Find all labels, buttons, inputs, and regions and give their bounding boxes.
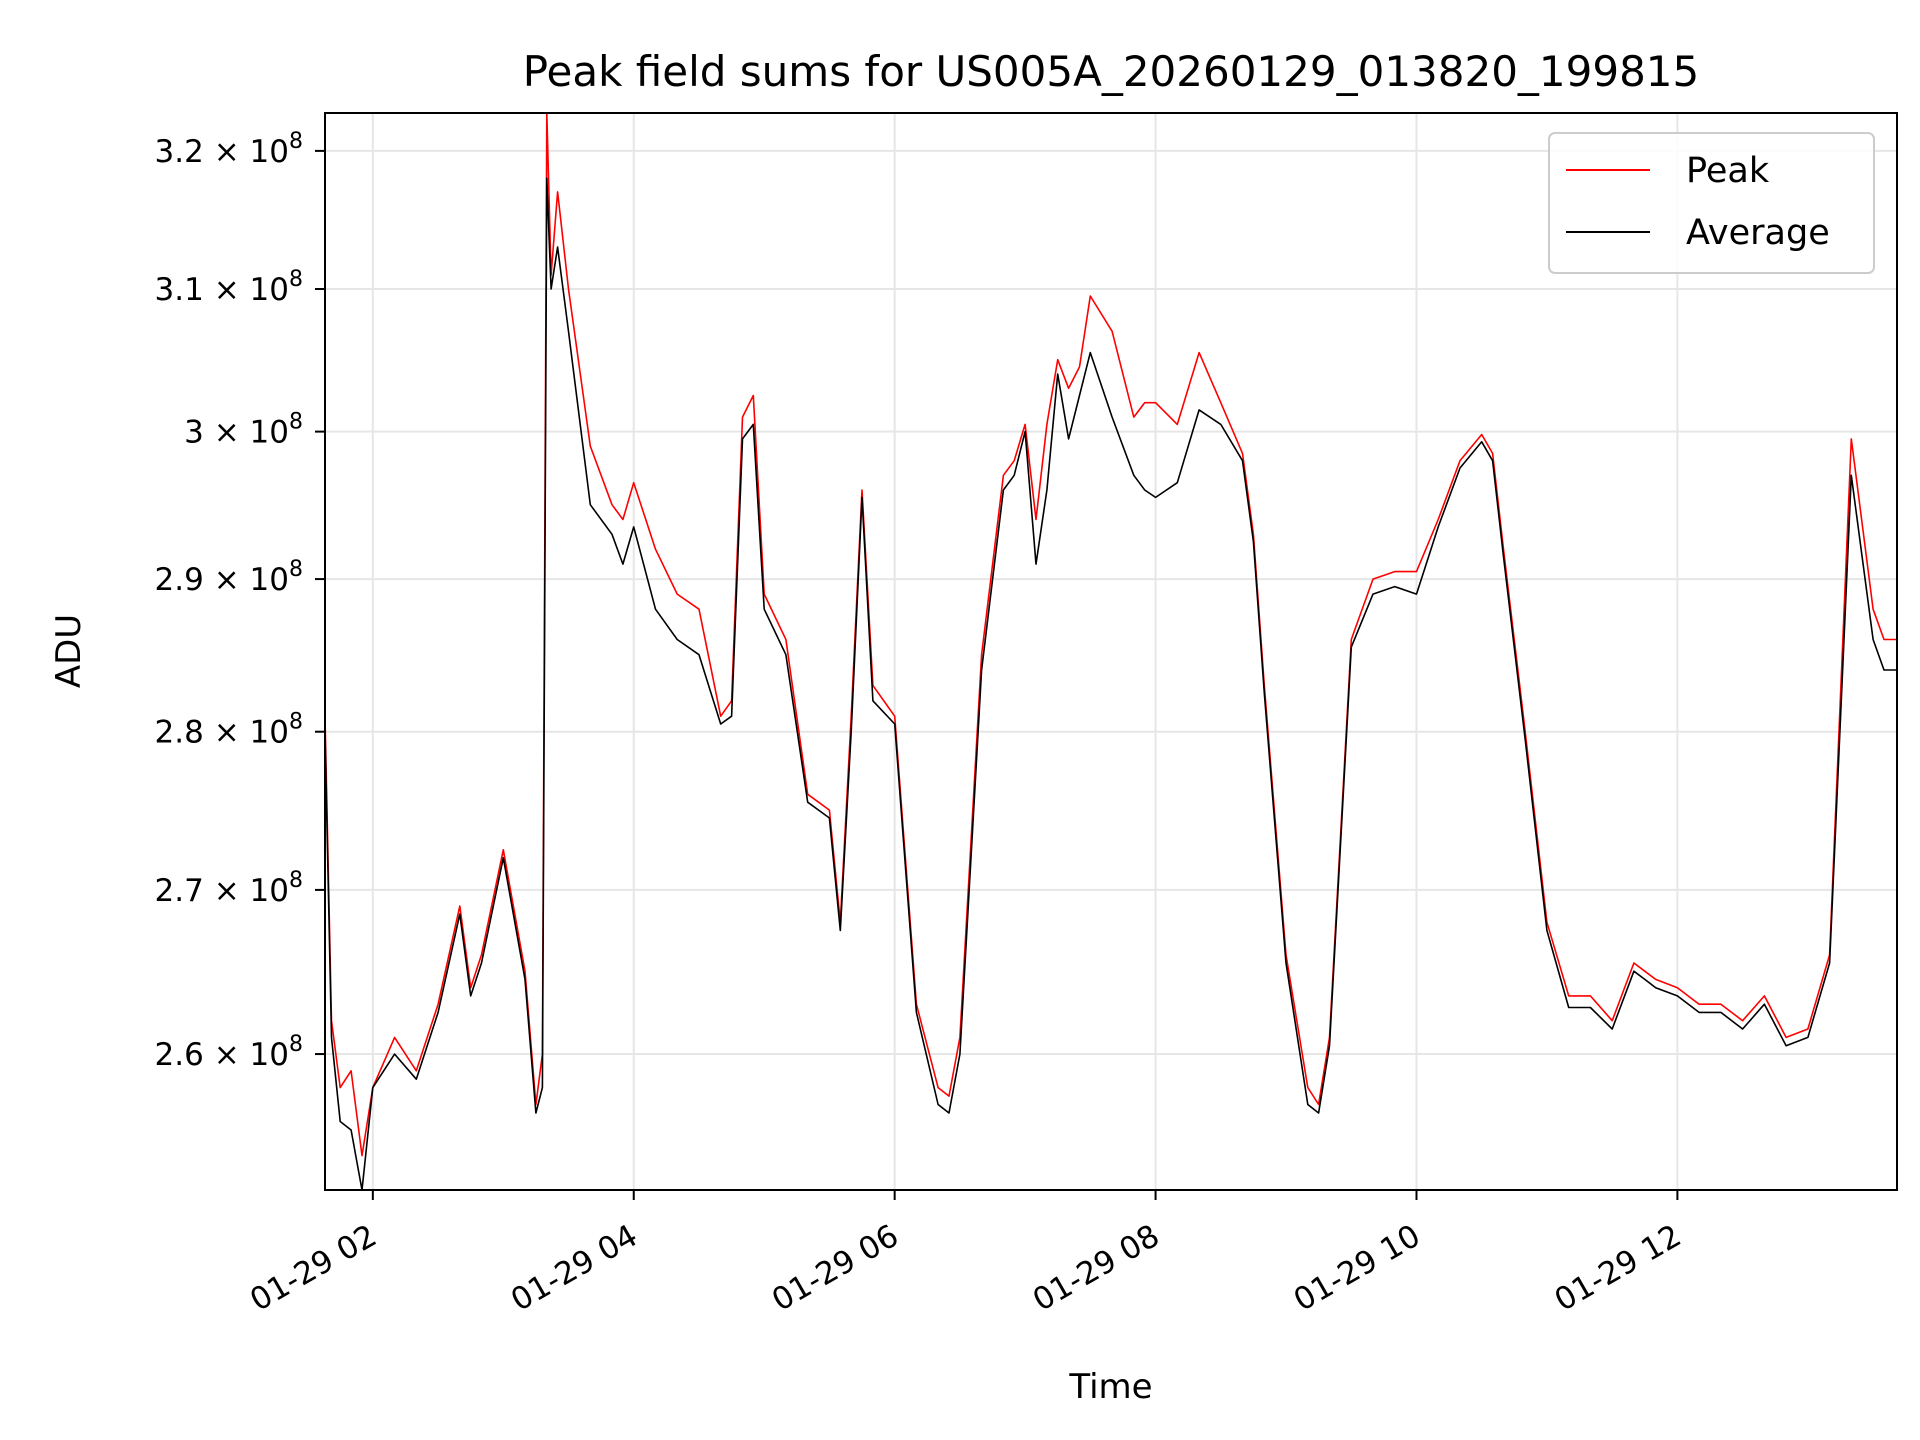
y-tick-times: × xyxy=(204,272,250,308)
y-tick-times: × xyxy=(204,873,250,909)
y-tick-mantissa: 3 xyxy=(184,415,204,451)
y-tick-mantissa: 2.7 xyxy=(155,873,204,909)
y-tick-label: 2.6 × 108 xyxy=(155,1032,303,1073)
series-line-peak xyxy=(324,112,1897,1157)
y-tick-label: 2.8 × 108 xyxy=(155,710,303,751)
y-tick-base: 10 xyxy=(250,134,289,170)
plot-series xyxy=(324,112,1897,1191)
y-tick-exponent: 8 xyxy=(289,1032,303,1057)
y-tick-exponent: 8 xyxy=(289,129,303,154)
legend: Peak Average xyxy=(1548,132,1875,274)
y-tick-base: 10 xyxy=(250,715,289,751)
y-tick-mantissa: 3.1 xyxy=(155,272,204,308)
legend-label-average: Average xyxy=(1686,213,1830,253)
y-tick-base: 10 xyxy=(250,562,289,598)
y-tick-label: 2.9 × 108 xyxy=(155,557,303,598)
y-tick-times: × xyxy=(204,715,250,751)
y-tick-base: 10 xyxy=(250,1037,289,1073)
y-tick-times: × xyxy=(204,415,250,451)
y-tick-exponent: 8 xyxy=(289,868,303,893)
y-tick-exponent: 8 xyxy=(289,410,303,435)
y-tick-label: 3.2 × 108 xyxy=(155,129,303,170)
y-tick-label: 2.7 × 108 xyxy=(155,868,303,909)
y-tick-mantissa: 2.6 xyxy=(155,1037,204,1073)
y-tick-times: × xyxy=(204,134,250,170)
y-tick-base: 10 xyxy=(250,415,289,451)
series-line-average xyxy=(324,177,1897,1191)
plot-frame xyxy=(324,112,1898,1191)
y-tick-mantissa: 3.2 xyxy=(155,134,204,170)
x-axis-title: Time xyxy=(1068,1367,1152,1407)
y-tick-exponent: 8 xyxy=(289,710,303,735)
y-tick-times: × xyxy=(204,562,250,598)
y-tick-label: 3.1 × 108 xyxy=(155,267,303,308)
chart-title: Peak field sums for US005A_20260129_0138… xyxy=(523,47,1700,96)
legend-label-peak: Peak xyxy=(1686,151,1770,191)
y-tick-times: × xyxy=(204,1037,250,1073)
grid xyxy=(325,113,1897,1190)
y-axis-title: ADU xyxy=(49,614,89,688)
y-tick-base: 10 xyxy=(250,873,289,909)
y-tick-exponent: 8 xyxy=(289,557,303,582)
y-tick-label: 3 × 108 xyxy=(184,410,303,451)
y-tick-mantissa: 2.8 xyxy=(155,715,204,751)
y-tick-exponent: 8 xyxy=(289,267,303,292)
legend-box xyxy=(1548,132,1875,274)
y-tick-mantissa: 2.9 xyxy=(155,562,204,598)
y-tick-base: 10 xyxy=(250,272,289,308)
